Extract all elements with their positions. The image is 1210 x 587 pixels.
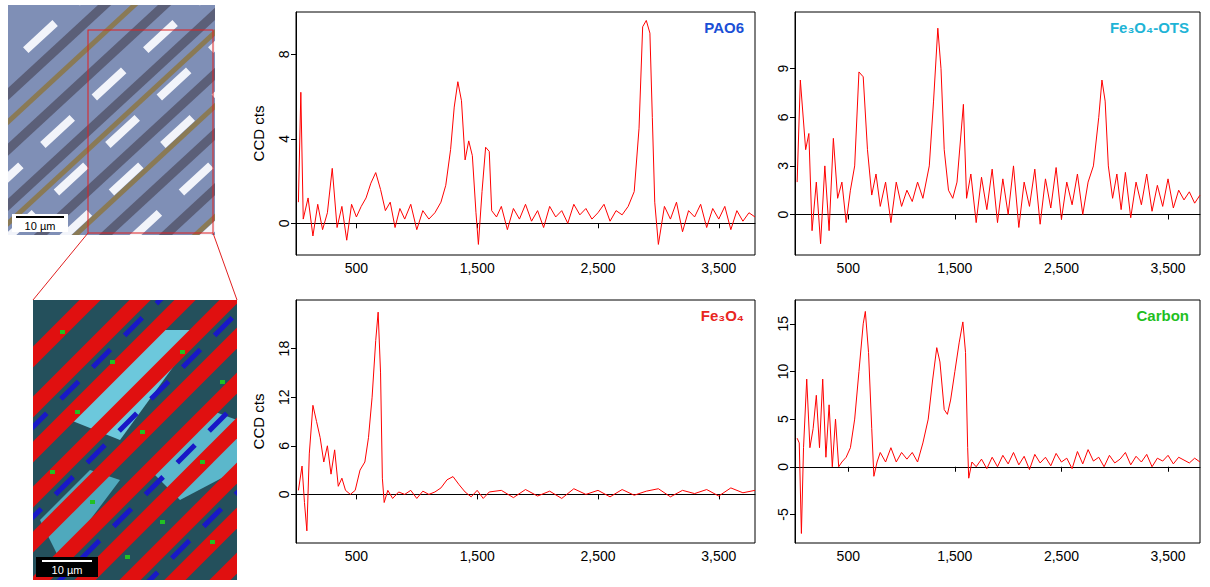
svg-text:3,500: 3,500	[701, 260, 736, 276]
svg-text:12: 12	[276, 389, 292, 405]
svg-text:10: 10	[775, 363, 791, 379]
svg-text:6: 6	[775, 113, 791, 121]
svg-text:0: 0	[775, 210, 791, 218]
svg-text:9: 9	[775, 65, 791, 73]
svg-text:3,500: 3,500	[1151, 548, 1186, 564]
svg-text:4: 4	[276, 135, 292, 143]
svg-text:0: 0	[775, 463, 791, 471]
svg-text:CCD cts: CCD cts	[250, 394, 267, 450]
svg-text:2,500: 2,500	[1044, 260, 1079, 276]
svg-text:CCD cts: CCD cts	[250, 106, 267, 162]
svg-text:0: 0	[276, 490, 292, 498]
svg-text:500: 500	[345, 548, 369, 564]
svg-text:3,500: 3,500	[1151, 260, 1186, 276]
svg-text:10 µm: 10 µm	[52, 564, 83, 576]
svg-text:1,500: 1,500	[937, 548, 972, 564]
svg-text:10 µm: 10 µm	[25, 220, 56, 232]
svg-text:1,500: 1,500	[460, 260, 495, 276]
svg-text:PAO6: PAO6	[704, 19, 744, 36]
svg-text:-5: -5	[775, 508, 791, 521]
svg-text:0: 0	[276, 219, 292, 227]
svg-text:3,500: 3,500	[701, 548, 736, 564]
svg-text:1,500: 1,500	[460, 548, 495, 564]
svg-text:5: 5	[775, 415, 791, 423]
svg-text:500: 500	[837, 548, 861, 564]
svg-text:Fe₃O₄: Fe₃O₄	[701, 307, 744, 324]
svg-text:3: 3	[775, 162, 791, 170]
svg-text:500: 500	[837, 260, 861, 276]
svg-text:6: 6	[276, 442, 292, 450]
svg-text:500: 500	[345, 260, 369, 276]
svg-text:15: 15	[775, 316, 791, 332]
svg-text:18: 18	[276, 341, 292, 357]
svg-text:2,500: 2,500	[580, 260, 615, 276]
svg-text:2,500: 2,500	[1044, 548, 1079, 564]
svg-text:1,500: 1,500	[937, 260, 972, 276]
svg-text:2,500: 2,500	[580, 548, 615, 564]
svg-text:Carbon: Carbon	[1137, 307, 1190, 324]
svg-text:Fe₃O₄-OTS: Fe₃O₄-OTS	[1110, 19, 1189, 36]
svg-text:8: 8	[276, 50, 292, 58]
